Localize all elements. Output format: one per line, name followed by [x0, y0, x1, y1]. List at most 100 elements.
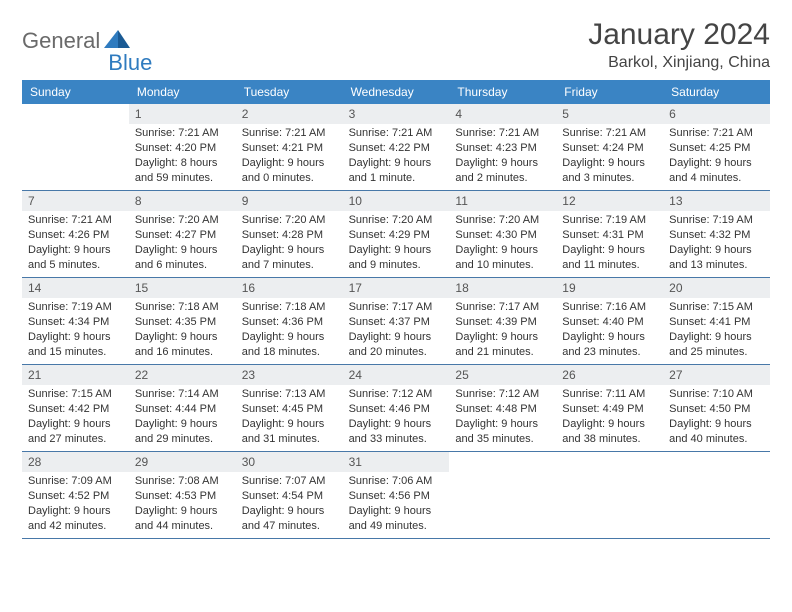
daylight-line2: and 23 minutes.	[562, 345, 657, 360]
day-number: 22	[129, 365, 236, 385]
calendar-day: 17Sunrise: 7:17 AMSunset: 4:37 PMDayligh…	[343, 278, 450, 364]
calendar-day-empty	[22, 104, 129, 190]
daylight-line2: and 33 minutes.	[349, 432, 444, 447]
calendar-day: 9Sunrise: 7:20 AMSunset: 4:28 PMDaylight…	[236, 191, 343, 277]
sunset-text: Sunset: 4:54 PM	[242, 489, 337, 504]
sunrise-text: Sunrise: 7:17 AM	[349, 300, 444, 315]
weekday-wednesday: Wednesday	[343, 80, 450, 104]
calendar-day: 27Sunrise: 7:10 AMSunset: 4:50 PMDayligh…	[663, 365, 770, 451]
day-number: 20	[663, 278, 770, 298]
calendar-day: 25Sunrise: 7:12 AMSunset: 4:48 PMDayligh…	[449, 365, 556, 451]
day-details: Sunrise: 7:19 AMSunset: 4:32 PMDaylight:…	[663, 213, 770, 276]
calendar-day: 20Sunrise: 7:15 AMSunset: 4:41 PMDayligh…	[663, 278, 770, 364]
day-number: 27	[663, 365, 770, 385]
sunset-text: Sunset: 4:28 PM	[242, 228, 337, 243]
daylight-line2: and 27 minutes.	[28, 432, 123, 447]
sunset-text: Sunset: 4:40 PM	[562, 315, 657, 330]
calendar-week: 7Sunrise: 7:21 AMSunset: 4:26 PMDaylight…	[22, 191, 770, 278]
day-details: Sunrise: 7:13 AMSunset: 4:45 PMDaylight:…	[236, 387, 343, 450]
calendar-day: 21Sunrise: 7:15 AMSunset: 4:42 PMDayligh…	[22, 365, 129, 451]
calendar-day: 6Sunrise: 7:21 AMSunset: 4:25 PMDaylight…	[663, 104, 770, 190]
day-details: Sunrise: 7:20 AMSunset: 4:30 PMDaylight:…	[449, 213, 556, 276]
day-number: 10	[343, 191, 450, 211]
calendar-day: 16Sunrise: 7:18 AMSunset: 4:36 PMDayligh…	[236, 278, 343, 364]
calendar-week: 21Sunrise: 7:15 AMSunset: 4:42 PMDayligh…	[22, 365, 770, 452]
daylight-line2: and 40 minutes.	[669, 432, 764, 447]
calendar-day: 4Sunrise: 7:21 AMSunset: 4:23 PMDaylight…	[449, 104, 556, 190]
sunrise-text: Sunrise: 7:17 AM	[455, 300, 550, 315]
sunset-text: Sunset: 4:44 PM	[135, 402, 230, 417]
daylight-line1: Daylight: 8 hours	[135, 156, 230, 171]
sunrise-text: Sunrise: 7:09 AM	[28, 474, 123, 489]
sunset-text: Sunset: 4:25 PM	[669, 141, 764, 156]
sunrise-text: Sunrise: 7:18 AM	[242, 300, 337, 315]
day-number: 17	[343, 278, 450, 298]
calendar-day: 26Sunrise: 7:11 AMSunset: 4:49 PMDayligh…	[556, 365, 663, 451]
day-number: 1	[129, 104, 236, 124]
calendar-day: 23Sunrise: 7:13 AMSunset: 4:45 PMDayligh…	[236, 365, 343, 451]
calendar-day: 19Sunrise: 7:16 AMSunset: 4:40 PMDayligh…	[556, 278, 663, 364]
sunrise-text: Sunrise: 7:13 AM	[242, 387, 337, 402]
sunrise-text: Sunrise: 7:12 AM	[349, 387, 444, 402]
sunset-text: Sunset: 4:27 PM	[135, 228, 230, 243]
sunset-text: Sunset: 4:24 PM	[562, 141, 657, 156]
day-number: 5	[556, 104, 663, 124]
sunrise-text: Sunrise: 7:07 AM	[242, 474, 337, 489]
day-details: Sunrise: 7:21 AMSunset: 4:22 PMDaylight:…	[343, 126, 450, 189]
sunrise-text: Sunrise: 7:21 AM	[135, 126, 230, 141]
day-number: 21	[22, 365, 129, 385]
calendar-day: 2Sunrise: 7:21 AMSunset: 4:21 PMDaylight…	[236, 104, 343, 190]
weekday-thursday: Thursday	[449, 80, 556, 104]
sunrise-text: Sunrise: 7:19 AM	[669, 213, 764, 228]
calendar-day: 1Sunrise: 7:21 AMSunset: 4:20 PMDaylight…	[129, 104, 236, 190]
calendar-day: 12Sunrise: 7:19 AMSunset: 4:31 PMDayligh…	[556, 191, 663, 277]
month-title: January 2024	[588, 18, 770, 52]
sunset-text: Sunset: 4:23 PM	[455, 141, 550, 156]
daylight-line1: Daylight: 9 hours	[28, 504, 123, 519]
daylight-line2: and 49 minutes.	[349, 519, 444, 534]
calendar-day: 29Sunrise: 7:08 AMSunset: 4:53 PMDayligh…	[129, 452, 236, 538]
daylight-line2: and 9 minutes.	[349, 258, 444, 273]
day-number: 11	[449, 191, 556, 211]
sunrise-text: Sunrise: 7:21 AM	[562, 126, 657, 141]
daylight-line1: Daylight: 9 hours	[242, 243, 337, 258]
daylight-line1: Daylight: 9 hours	[135, 417, 230, 432]
sunset-text: Sunset: 4:41 PM	[669, 315, 764, 330]
day-number: 18	[449, 278, 556, 298]
calendar-day: 14Sunrise: 7:19 AMSunset: 4:34 PMDayligh…	[22, 278, 129, 364]
daylight-line1: Daylight: 9 hours	[349, 504, 444, 519]
day-details: Sunrise: 7:19 AMSunset: 4:31 PMDaylight:…	[556, 213, 663, 276]
day-details: Sunrise: 7:21 AMSunset: 4:21 PMDaylight:…	[236, 126, 343, 189]
daylight-line1: Daylight: 9 hours	[28, 243, 123, 258]
daylight-line2: and 31 minutes.	[242, 432, 337, 447]
sunset-text: Sunset: 4:45 PM	[242, 402, 337, 417]
brand-part1: General	[22, 28, 100, 54]
calendar-day-empty	[556, 452, 663, 538]
daylight-line2: and 16 minutes.	[135, 345, 230, 360]
daylight-line2: and 1 minute.	[349, 171, 444, 186]
sunset-text: Sunset: 4:29 PM	[349, 228, 444, 243]
calendar-week: 28Sunrise: 7:09 AMSunset: 4:52 PMDayligh…	[22, 452, 770, 539]
day-number: 15	[129, 278, 236, 298]
sunset-text: Sunset: 4:39 PM	[455, 315, 550, 330]
calendar-day-empty	[663, 452, 770, 538]
day-details: Sunrise: 7:07 AMSunset: 4:54 PMDaylight:…	[236, 474, 343, 537]
sunset-text: Sunset: 4:21 PM	[242, 141, 337, 156]
sunrise-text: Sunrise: 7:21 AM	[28, 213, 123, 228]
calendar-week: 1Sunrise: 7:21 AMSunset: 4:20 PMDaylight…	[22, 104, 770, 191]
daylight-line2: and 42 minutes.	[28, 519, 123, 534]
daylight-line1: Daylight: 9 hours	[349, 243, 444, 258]
sunset-text: Sunset: 4:36 PM	[242, 315, 337, 330]
day-details: Sunrise: 7:20 AMSunset: 4:27 PMDaylight:…	[129, 213, 236, 276]
day-details: Sunrise: 7:21 AMSunset: 4:20 PMDaylight:…	[129, 126, 236, 189]
daylight-line2: and 7 minutes.	[242, 258, 337, 273]
calendar-day: 13Sunrise: 7:19 AMSunset: 4:32 PMDayligh…	[663, 191, 770, 277]
sunset-text: Sunset: 4:26 PM	[28, 228, 123, 243]
day-number: 4	[449, 104, 556, 124]
day-details: Sunrise: 7:18 AMSunset: 4:36 PMDaylight:…	[236, 300, 343, 363]
daylight-line2: and 2 minutes.	[455, 171, 550, 186]
sunrise-text: Sunrise: 7:21 AM	[455, 126, 550, 141]
calendar-day: 15Sunrise: 7:18 AMSunset: 4:35 PMDayligh…	[129, 278, 236, 364]
daylight-line1: Daylight: 9 hours	[562, 156, 657, 171]
sunset-text: Sunset: 4:32 PM	[669, 228, 764, 243]
